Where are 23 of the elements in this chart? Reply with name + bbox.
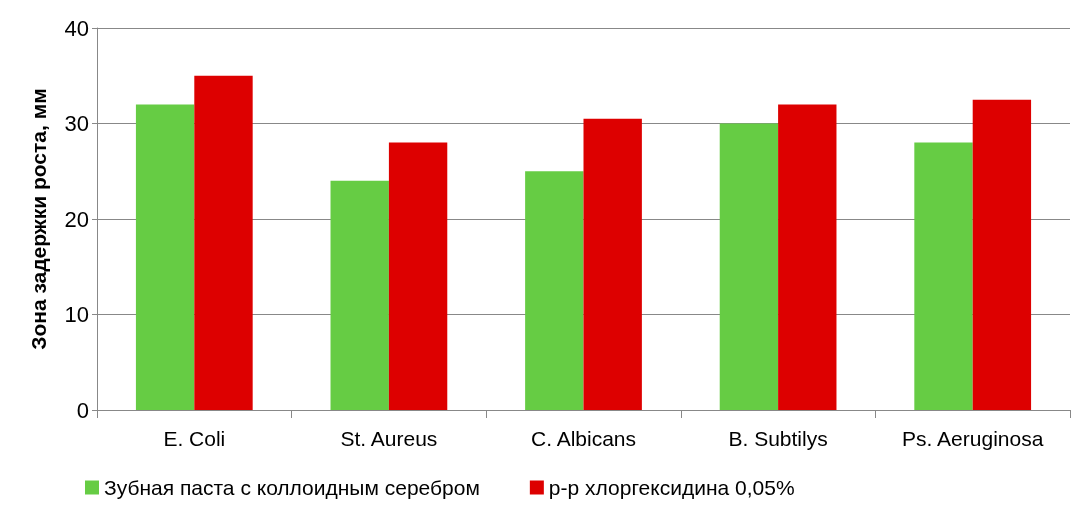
bar	[914, 142, 973, 410]
legend-label: р-р хлоргексидина 0,05%	[548, 476, 795, 499]
x-tick-label: C. Albicans	[530, 427, 637, 450]
y-tick-label: 30	[64, 111, 89, 136]
x-tick-label: E. Coli	[163, 427, 226, 450]
y-tick-label: 20	[64, 206, 89, 232]
x-tick-label: Ps. Aeruginosa	[902, 427, 1044, 450]
bar	[778, 104, 837, 410]
legend-label: Зубная паста с коллоидным серебром	[104, 476, 480, 499]
bar	[583, 118, 642, 410]
x-tick-label: B. Subtilys	[728, 427, 828, 450]
bar	[719, 123, 779, 410]
bar	[525, 171, 584, 410]
bar	[194, 75, 253, 410]
bar	[972, 99, 1032, 410]
bar	[330, 180, 389, 410]
y-tick-label: 10	[64, 302, 89, 327]
bar	[135, 104, 195, 410]
x-tick-label: St. Aureus	[340, 427, 438, 450]
y-tick-label: 40	[64, 15, 89, 41]
bar	[388, 142, 448, 410]
y-tick-label: 0	[76, 397, 89, 423]
y-axis-title: Зона задержки роста, мм	[27, 88, 50, 350]
